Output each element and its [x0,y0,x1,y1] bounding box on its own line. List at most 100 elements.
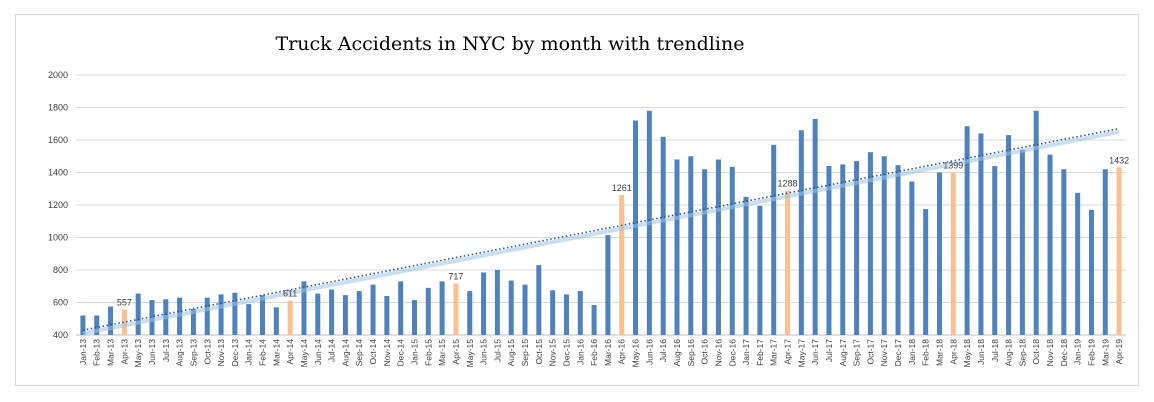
x-tick-label: Sep-15 [520,339,530,367]
chart-title: Truck Accidents in NYC by month with tre… [275,33,745,55]
x-tick-label: Oct-16 [700,339,710,365]
x-tick-label: May-13 [133,339,143,368]
bar [536,265,542,335]
x-tick-label: Dec-18 [1059,339,1069,367]
y-tick-label: 400 [53,330,68,340]
x-tick-label: Jun-17 [810,339,820,365]
bar [1033,110,1039,335]
bar [108,306,114,335]
x-tick-label: Jan-14 [244,339,254,365]
bar [1019,149,1025,335]
bar [411,300,417,335]
bar [1088,209,1094,335]
bar [522,284,528,335]
bar [688,156,694,335]
bar [1116,167,1122,335]
bar [190,309,196,335]
x-tick-label: Mar-15 [437,339,447,366]
y-tick-label: 1200 [48,200,68,210]
bar [94,315,100,335]
bar [619,195,625,335]
x-tick-label: Jun-15 [479,339,489,365]
bar [729,166,735,335]
x-tick-label: Jul-17 [824,339,834,362]
bar [1047,154,1053,335]
x-tick-label: Feb-16 [589,339,599,366]
x-tick-label: Mar-14 [271,339,281,366]
x-tick-label: Apr-17 [783,339,793,365]
bar [923,209,929,335]
x-tick-label: Jul-18 [990,339,1000,362]
bar [481,272,487,335]
bar [232,292,238,335]
x-tick-label: Sep-18 [1017,339,1027,367]
x-tick-label: Nov-17 [879,339,889,367]
bar [674,159,680,335]
bars [80,110,1122,335]
bar [204,297,210,335]
bar [881,156,887,335]
bar [1006,135,1012,335]
x-tick-label: May-15 [465,339,475,368]
x-tick-label: Jan-15 [409,339,419,365]
bar [260,295,266,335]
bar [370,284,376,335]
data-label: 717 [448,271,463,281]
bar [950,172,956,335]
y-tick-label: 1400 [48,168,68,178]
bar [425,287,431,335]
bar [812,118,818,335]
x-tick-label: Apr-14 [285,339,295,365]
y-tick-label: 1800 [48,103,68,113]
x-axis: Jan-13 Feb-13 Mar-13 Apr-13 May-13 Jun-13 Jul-… [78,339,1124,368]
x-tick-label: Feb-19 [1086,339,1096,366]
data-label: 1399 [943,161,963,171]
x-tick-label: Jul-13 [161,339,171,362]
x-tick-label: Jun-13 [147,339,157,365]
bar [135,293,141,335]
bar [273,307,279,335]
bar [494,270,500,335]
x-tick-label: Sep-14 [354,339,364,367]
x-tick-label: Nov-14 [382,339,392,367]
y-tick-label: 2000 [48,70,68,80]
x-tick-label: Jan-13 [78,339,88,365]
x-tick-label: Sep-13 [188,339,198,367]
trendline-solid [82,129,1120,336]
bar [1061,169,1067,335]
bar [398,281,404,335]
x-tick-label: Apr-18 [948,339,958,365]
x-tick-label: Jan-18 [907,339,917,365]
data-labels: 557 611 717 1261 1288 1399 1432 [117,155,1129,307]
y-tick-label: 1600 [48,135,68,145]
bar [660,136,666,335]
x-tick-label: Feb-18 [921,339,931,366]
x-tick-label: Dec-14 [396,339,406,367]
x-tick-label: May-16 [631,339,641,368]
bar [854,161,860,335]
x-tick-label: Apr-19 [1114,339,1124,365]
x-tick-label: Nov-13 [216,339,226,367]
bar [287,300,293,335]
y-tick-label: 800 [53,265,68,275]
x-tick-label: Mar-17 [769,339,779,366]
bar [840,164,846,335]
bar [342,295,348,335]
x-tick-label: Jun-18 [976,339,986,365]
data-label: 1261 [612,183,632,193]
bar [550,290,556,335]
x-tick-label: Feb-15 [423,339,433,366]
data-label: 611 [283,289,297,299]
x-tick-label: Oct-13 [202,339,212,365]
bar [798,130,804,335]
bar [826,166,832,335]
x-tick-label: Jan-17 [741,339,751,365]
x-tick-label: Dec-17 [893,339,903,367]
x-tick-label: Aug-16 [672,339,682,367]
x-tick-label: Jul-14 [327,339,337,362]
bar [605,235,611,335]
x-tick-label: Feb-17 [755,339,765,366]
y-axis: 400 600 800 1000 1200 1400 1600 1800 2000 [48,70,68,340]
x-tick-label: Nov-16 [713,339,723,367]
bar [771,144,777,335]
